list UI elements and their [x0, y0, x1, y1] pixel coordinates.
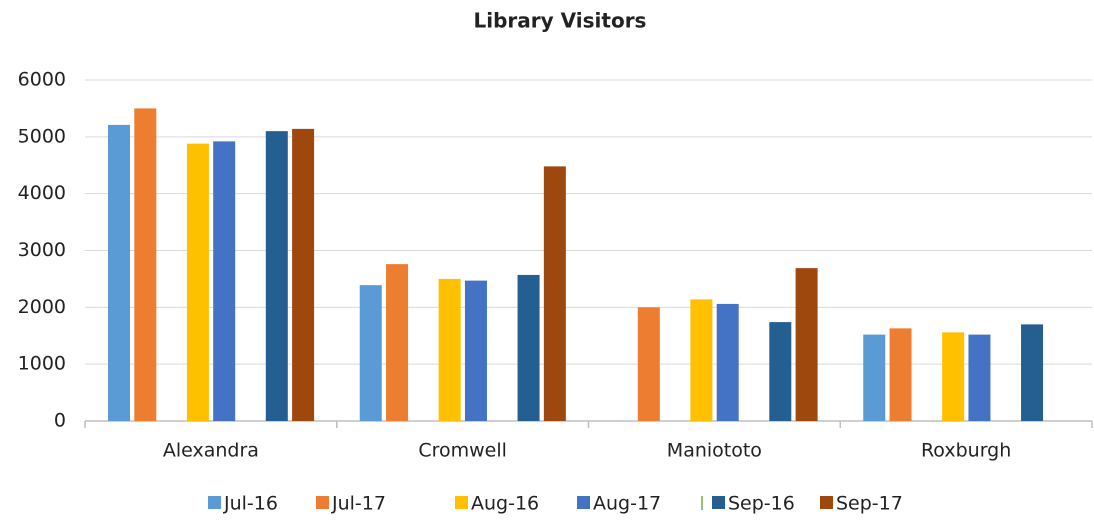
bar [292, 128, 315, 422]
y-tick-label: 2000 [18, 296, 66, 318]
x-tick-label: Alexandra [163, 440, 259, 462]
legend-swatch [455, 496, 468, 509]
bar [690, 299, 713, 421]
y-tick-label: 0 [54, 410, 66, 432]
bar [213, 141, 236, 421]
bar [795, 268, 818, 421]
bar [637, 307, 660, 421]
x-tick-label: Cromwell [418, 440, 507, 462]
bar [108, 124, 130, 422]
bar [716, 303, 739, 421]
y-tick-label: 3000 [18, 239, 66, 261]
bar [438, 278, 461, 421]
x-tick-label: Roxburgh [921, 440, 1011, 462]
bar [889, 328, 912, 421]
legend-label: Aug-16 [471, 493, 539, 515]
chart-title: Library Visitors [474, 9, 647, 33]
y-tick-label: 4000 [18, 182, 66, 204]
legend-label: Jul-17 [331, 493, 386, 515]
y-tick-label: 5000 [18, 125, 66, 147]
bar [265, 131, 288, 421]
legend-swatch [820, 496, 833, 509]
bar [359, 285, 382, 421]
legend-swatch [208, 496, 221, 509]
bar [769, 322, 792, 421]
bar [386, 264, 409, 421]
bar [517, 274, 540, 421]
legend-label: Aug-17 [593, 493, 661, 515]
legend-swatch [577, 496, 590, 509]
y-tick-label: 6000 [18, 69, 66, 91]
y-tick-label: 1000 [18, 353, 66, 375]
bar [186, 143, 209, 422]
bar [1021, 324, 1044, 421]
legend-swatch [316, 496, 329, 509]
bar [968, 334, 991, 421]
bar [464, 280, 487, 421]
legend-label: Sep-17 [836, 493, 903, 515]
legend-label: Sep-16 [728, 493, 795, 515]
bar [942, 332, 965, 421]
x-tick-label: Maniototo [667, 440, 762, 462]
bar [134, 108, 157, 422]
legend-label: Jul-16 [223, 493, 278, 515]
legend-swatch [712, 496, 725, 509]
bar [863, 334, 886, 421]
bar [543, 166, 566, 421]
